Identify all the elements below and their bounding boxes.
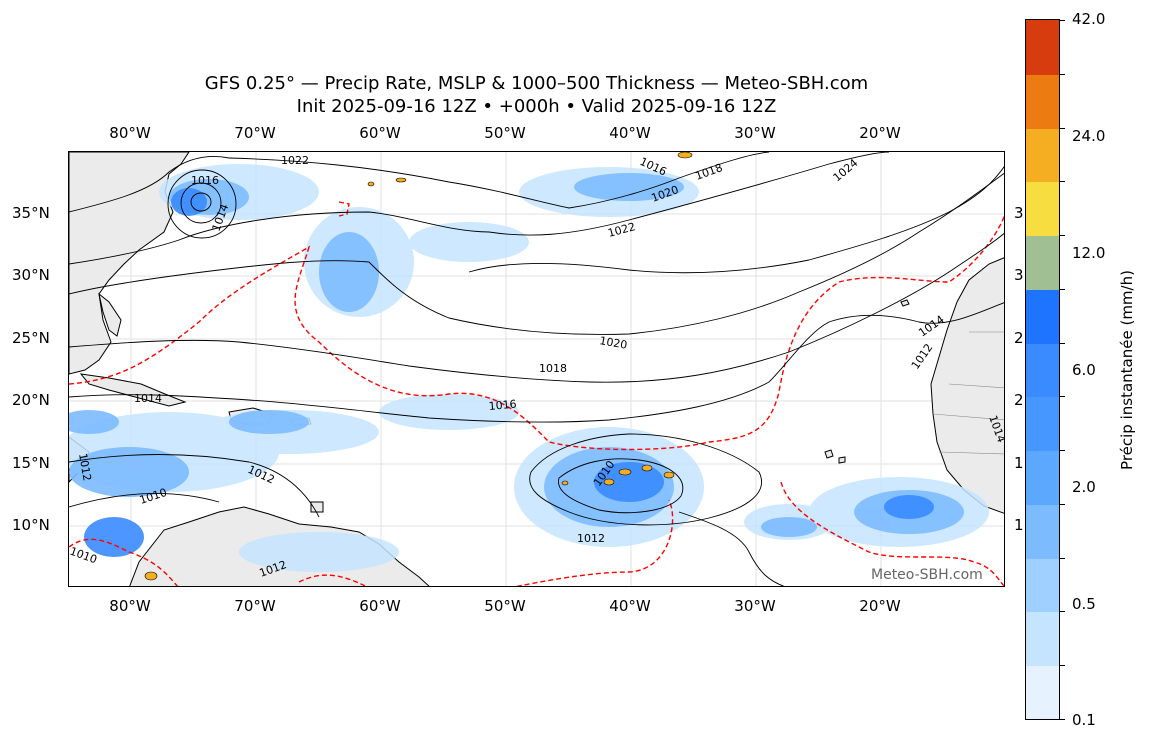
lon-label-bottom: 30°W	[734, 597, 776, 615]
isobar-label: 1012	[909, 341, 936, 371]
lat-label: 35°N	[12, 204, 50, 222]
edge-digit: 3	[1014, 266, 1024, 284]
colorbar-tick-label: 12.0	[1072, 244, 1106, 262]
lon-label-bottom: 60°W	[359, 597, 401, 615]
isobar-label: 1012	[76, 452, 94, 482]
colorbar-tick	[1060, 127, 1065, 129]
colorbar-tick-label: 24.0	[1072, 127, 1106, 145]
isobar-label: 1018	[694, 161, 725, 183]
colorbar-segment	[1026, 127, 1059, 183]
lon-label-bottom: 20°W	[859, 597, 901, 615]
lat-label: 20°N	[12, 391, 50, 409]
isobar-label: 1014	[134, 392, 162, 405]
colorbar-segment	[1026, 503, 1059, 559]
colorbar-tick	[1060, 73, 1065, 75]
lat-label: 25°N	[12, 329, 50, 347]
borders	[932, 331, 1004, 455]
lon-label-top: 50°W	[484, 124, 526, 142]
isobar-label: 1014	[916, 313, 946, 340]
lon-label-bottom: 80°W	[109, 597, 151, 615]
lon-label-top: 60°W	[359, 124, 401, 142]
lon-label-top: 40°W	[609, 124, 651, 142]
colorbar-tick-label: 2.0	[1072, 478, 1096, 496]
colorbar-segment	[1026, 342, 1059, 398]
edge-digit: 1	[1014, 454, 1024, 472]
colorbar-segment	[1026, 73, 1059, 129]
colorbar-tick	[1060, 181, 1065, 183]
chart-title: GFS 0.25° — Precip Rate, MSLP & 1000–500…	[204, 73, 869, 94]
lon-label-bottom: 40°W	[609, 597, 651, 615]
lon-label-bottom: 70°W	[234, 597, 276, 615]
colorbar-segment	[1026, 665, 1059, 719]
colorbar-tick	[1060, 342, 1065, 344]
precip-field	[69, 152, 989, 581]
isobar-label: 1022	[281, 154, 309, 167]
colorbar-tick	[1060, 396, 1065, 398]
colorbar-tick	[1060, 235, 1065, 237]
colorbar-tick	[1060, 503, 1065, 505]
edge-digit: 1	[1014, 516, 1024, 534]
weather-map: 1022 1016 1014 1016 1018 1020 1022 1024 …	[68, 151, 1005, 587]
lat-label: 30°N	[12, 266, 50, 284]
colorbar-segment	[1026, 450, 1059, 505]
lon-label-top: 80°W	[109, 124, 151, 142]
colorbar	[1025, 19, 1060, 720]
edge-digit: 2	[1014, 391, 1024, 409]
colorbar-tick	[1060, 450, 1065, 452]
lon-label-top: 70°W	[234, 124, 276, 142]
edge-digit: 3	[1014, 204, 1024, 222]
colorbar-title: Précip instantanée (mm/h)	[1118, 270, 1136, 470]
isobar-label: 1018	[539, 362, 567, 375]
isobar-label: 1016	[488, 398, 517, 413]
colorbar-tick	[1060, 20, 1065, 21]
lon-label-bottom: 50°W	[484, 597, 526, 615]
colorbar-tick	[1060, 557, 1065, 559]
colorbar-tick	[1060, 611, 1065, 613]
isobar-label: 1020	[598, 334, 628, 352]
edge-digit: 2	[1014, 329, 1024, 347]
isobar-label: 1024	[831, 156, 861, 184]
map-canvas: 1022 1016 1014 1016 1018 1020 1022 1024 …	[69, 152, 1004, 586]
isobar-label: 1012	[577, 532, 605, 545]
colorbar-segment	[1026, 20, 1059, 75]
lon-label-top: 30°W	[734, 124, 776, 142]
lon-label-top: 20°W	[859, 124, 901, 142]
isobar-label: 1016	[191, 174, 219, 187]
colorbar-segment	[1026, 557, 1059, 613]
cape-verde	[824, 449, 846, 464]
thickness-lines	[69, 201, 1004, 586]
chart-subtitle: Init 2025-09-16 12Z • +000h • Valid 2025…	[296, 96, 777, 117]
colorbar-tick-label: 42.0	[1072, 10, 1106, 28]
colorbar-tick-label: 0.5	[1072, 595, 1096, 613]
lat-label: 10°N	[12, 516, 50, 534]
colorbar-tick-label: 0.1	[1072, 711, 1096, 729]
colorbar-segment	[1026, 235, 1059, 290]
canary-islands	[900, 299, 910, 307]
isobars	[69, 152, 1004, 586]
trinidad	[310, 501, 324, 513]
north-america	[69, 152, 190, 375]
cuba	[79, 373, 187, 407]
colorbar-segment	[1026, 181, 1059, 237]
colorbar-segment	[1026, 288, 1059, 344]
colorbar-tick	[1060, 288, 1065, 290]
lat-label: 15°N	[12, 454, 50, 472]
colorbar-tick-label: 6.0	[1072, 361, 1096, 379]
florida	[98, 292, 122, 337]
map-watermark: Meteo-SBH.com	[871, 567, 983, 583]
isobar-label: 1022	[606, 220, 636, 240]
colorbar-segment	[1026, 611, 1059, 667]
colorbar-segment	[1026, 396, 1059, 452]
colorbar-tick	[1060, 665, 1065, 667]
colorbar-tick	[1060, 719, 1065, 720]
